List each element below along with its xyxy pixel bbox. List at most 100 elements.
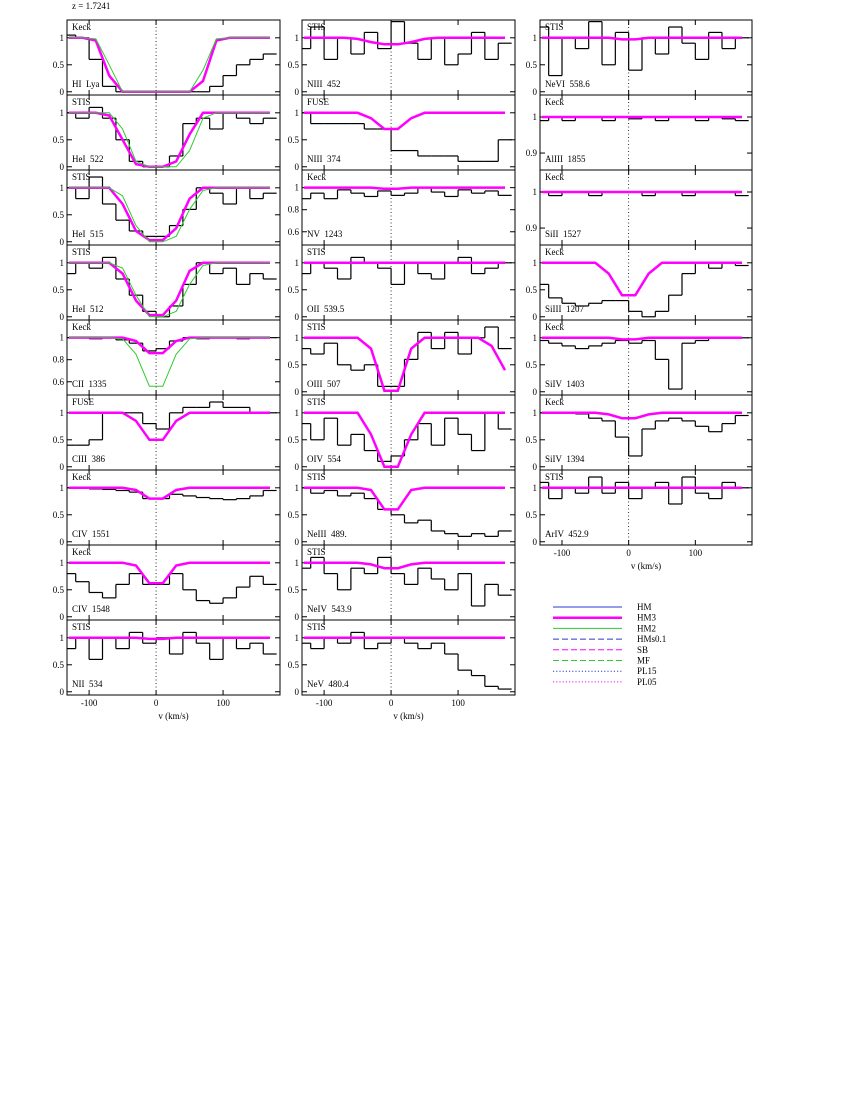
model-curve bbox=[69, 37, 270, 93]
instrument-label: Keck bbox=[307, 172, 326, 182]
line-label: OIV 554 bbox=[307, 454, 341, 464]
instrument-label: STIS bbox=[307, 622, 326, 632]
line-label: CIV 1551 bbox=[72, 529, 110, 539]
legend-label: MF bbox=[637, 656, 650, 666]
line-label: CII 1335 bbox=[72, 379, 107, 389]
model-curve bbox=[542, 336, 742, 341]
y-tick-label: 0.6 bbox=[288, 227, 300, 237]
legend-label: HM2 bbox=[637, 623, 656, 633]
y-tick-label: 0.5 bbox=[288, 360, 300, 370]
instrument-label: STIS bbox=[72, 97, 91, 107]
y-tick-label: 1 bbox=[60, 333, 65, 343]
x-tick-label: 100 bbox=[216, 698, 230, 708]
line-label: OIII 507 bbox=[307, 379, 341, 389]
line-label: CIV 1548 bbox=[72, 604, 110, 614]
model-curve bbox=[69, 561, 270, 585]
instrument-label: STIS bbox=[545, 22, 564, 32]
y-tick-label: 1 bbox=[295, 408, 300, 418]
instrument-label: STIS bbox=[72, 172, 91, 182]
line-label: CIII 386 bbox=[72, 454, 105, 464]
line-label: SiIII 1207 bbox=[545, 304, 584, 314]
model-curve bbox=[69, 337, 270, 387]
model-curve bbox=[542, 261, 742, 297]
x-tick-label: 0 bbox=[389, 698, 394, 708]
line-label: SiII 1527 bbox=[545, 229, 582, 239]
y-tick-label: 0.5 bbox=[53, 60, 65, 70]
panel-frame bbox=[66, 619, 281, 696]
y-tick-label: 0 bbox=[533, 462, 538, 472]
y-tick-label: 0.8 bbox=[53, 355, 65, 365]
x-tick-label: 100 bbox=[451, 698, 465, 708]
legend-label: PL05 bbox=[637, 677, 657, 687]
instrument-label: Keck bbox=[545, 172, 564, 182]
y-tick-label: 0.5 bbox=[288, 135, 300, 145]
y-tick-label: 1 bbox=[60, 33, 65, 43]
line-label: OII 539.5 bbox=[307, 304, 345, 314]
instrument-label: FUSE bbox=[72, 397, 95, 407]
panel-frame bbox=[539, 469, 753, 546]
y-tick-label: 0.5 bbox=[526, 435, 538, 445]
line-label: ArIV 452.9 bbox=[545, 529, 589, 539]
y-tick-label: 0 bbox=[533, 312, 538, 322]
instrument-label: Keck bbox=[72, 472, 91, 482]
model-curve bbox=[304, 561, 505, 570]
y-tick-label: 0 bbox=[295, 87, 300, 97]
y-tick-label: 0 bbox=[295, 387, 300, 397]
y-tick-label: 0 bbox=[295, 462, 300, 472]
model-curve bbox=[304, 411, 505, 469]
y-tick-label: 0.5 bbox=[288, 435, 300, 445]
instrument-label: Keck bbox=[545, 397, 564, 407]
y-tick-label: 0 bbox=[295, 312, 300, 322]
y-tick-label: 0 bbox=[60, 687, 65, 697]
x-tick-label: -100 bbox=[81, 698, 98, 708]
y-tick-label: 0.5 bbox=[53, 585, 65, 595]
x-tick-label: 0 bbox=[154, 698, 159, 708]
y-tick-label: 0 bbox=[60, 237, 65, 247]
y-tick-label: 1 bbox=[295, 33, 300, 43]
y-tick-label: 0.5 bbox=[526, 285, 538, 295]
instrument-label: Keck bbox=[545, 247, 564, 257]
x-tick-label: 0 bbox=[626, 548, 631, 558]
instrument-label: Keck bbox=[545, 322, 564, 332]
x-axis-label: v (km/s) bbox=[393, 711, 423, 721]
y-tick-label: 0.5 bbox=[526, 360, 538, 370]
y-tick-label: 0.5 bbox=[288, 60, 300, 70]
x-axis-label: v (km/s) bbox=[631, 561, 661, 571]
y-tick-label: 1 bbox=[60, 483, 65, 493]
x-tick-label: -100 bbox=[316, 698, 333, 708]
y-tick-label: 1 bbox=[60, 558, 65, 568]
y-tick-label: 0 bbox=[60, 312, 65, 322]
line-label: SiIV 1403 bbox=[545, 379, 585, 389]
line-label: HeI 522 bbox=[72, 154, 104, 164]
y-tick-label: 0 bbox=[533, 537, 538, 547]
legend-label: HM3 bbox=[637, 613, 657, 623]
instrument-label: STIS bbox=[72, 622, 91, 632]
x-axis-label: v (km/s) bbox=[158, 711, 188, 721]
line-label: NIII 452 bbox=[307, 79, 341, 89]
instrument-label: Keck bbox=[72, 547, 91, 557]
y-tick-label: 0.5 bbox=[53, 435, 65, 445]
y-tick-label: 0.9 bbox=[526, 223, 538, 233]
y-tick-label: 1 bbox=[295, 333, 300, 343]
y-tick-label: 0 bbox=[295, 612, 300, 622]
y-tick-label: 1 bbox=[533, 33, 538, 43]
y-tick-label: 0.5 bbox=[288, 585, 300, 595]
y-tick-label: 1 bbox=[295, 483, 300, 493]
model-curve bbox=[69, 187, 270, 243]
y-tick-label: 1 bbox=[60, 258, 65, 268]
y-tick-label: 0 bbox=[60, 87, 65, 97]
y-tick-label: 1 bbox=[533, 333, 538, 343]
y-tick-label: 1 bbox=[295, 633, 300, 643]
line-label: NII 534 bbox=[72, 679, 103, 689]
line-label: SiIV 1394 bbox=[545, 454, 585, 464]
y-tick-label: 0.5 bbox=[53, 210, 65, 220]
model-curve bbox=[69, 486, 270, 500]
instrument-label: FUSE bbox=[307, 97, 330, 107]
y-tick-label: 0.8 bbox=[288, 205, 300, 215]
y-tick-label: 0 bbox=[60, 612, 65, 622]
y-tick-label: 1 bbox=[60, 108, 65, 118]
y-tick-label: 1 bbox=[295, 558, 300, 568]
instrument-label: STIS bbox=[307, 247, 326, 257]
y-tick-label: 1 bbox=[533, 408, 538, 418]
